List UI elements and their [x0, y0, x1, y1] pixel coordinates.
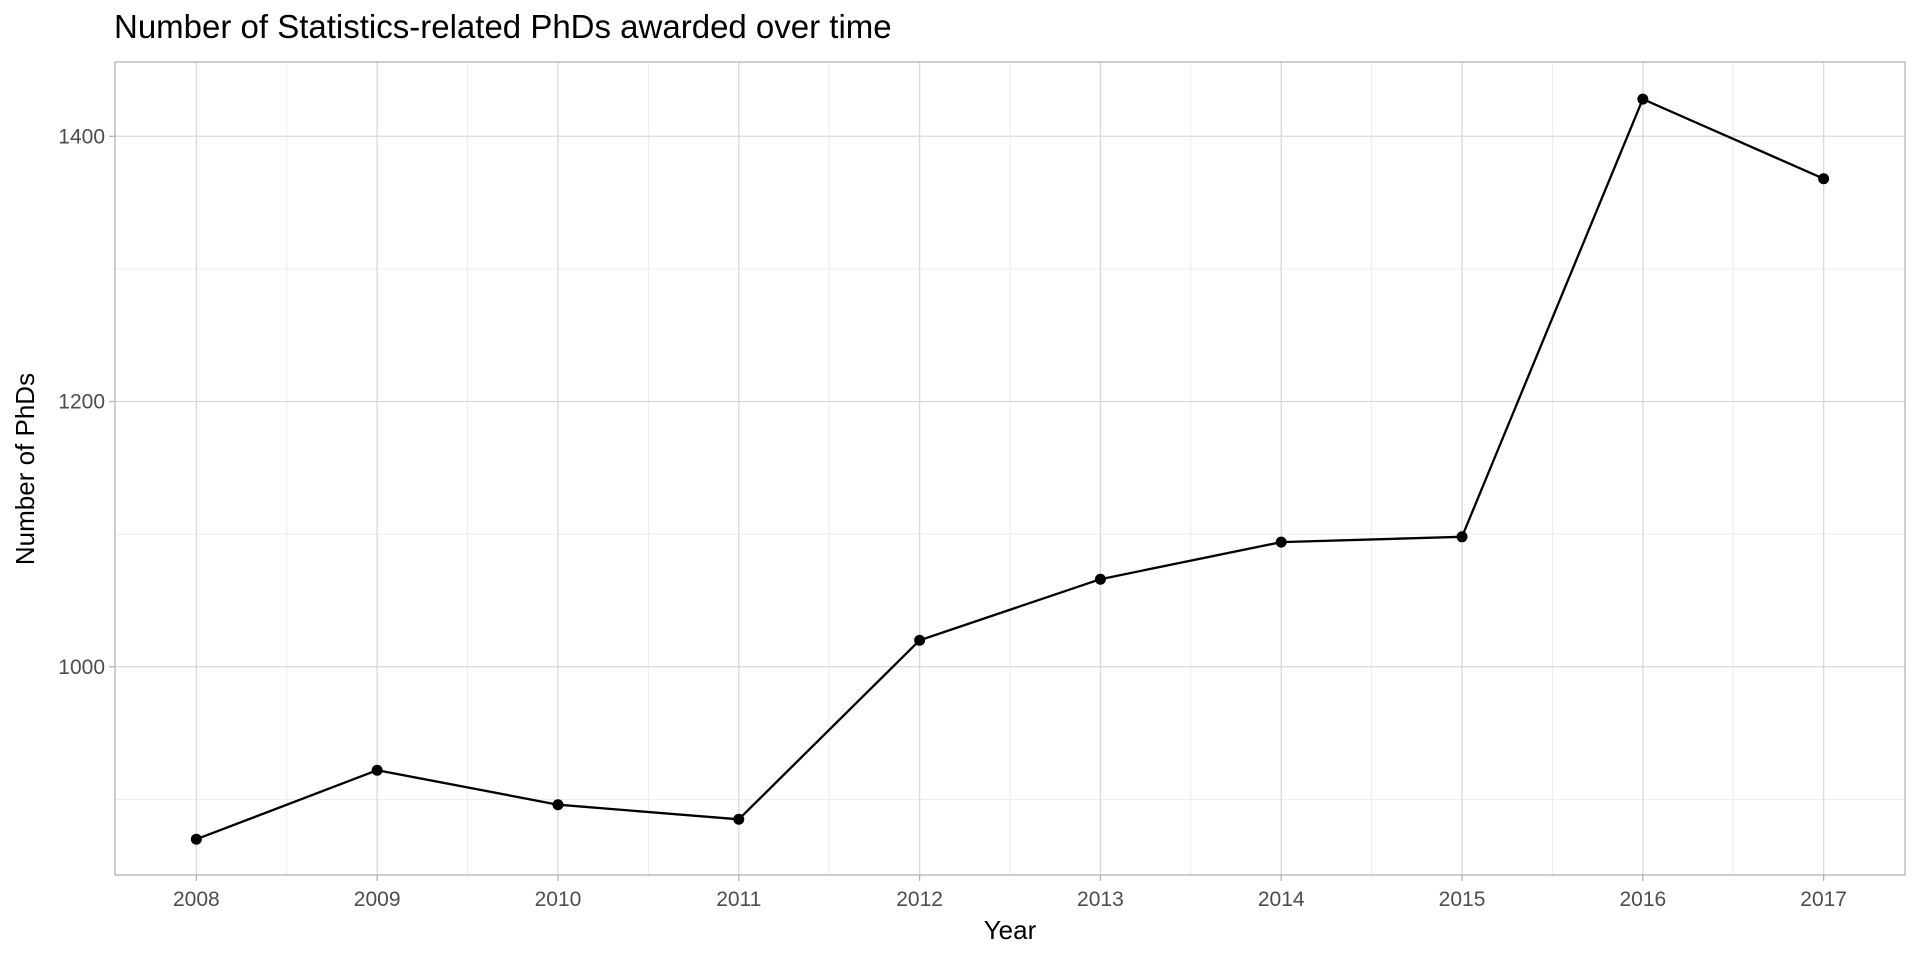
data-point: [1456, 531, 1468, 543]
x-tick-label: 2014: [1258, 888, 1305, 911]
data-point: [1094, 573, 1106, 585]
data-point: [1637, 93, 1649, 105]
x-axis-title: Year: [984, 915, 1037, 945]
y-tick-label: 1000: [58, 656, 105, 679]
y-tick-label: 1200: [58, 391, 105, 414]
major-gridlines: [115, 62, 1905, 875]
data-point: [190, 833, 202, 845]
data-point: [1818, 173, 1830, 185]
x-tick-label: 2008: [173, 888, 220, 911]
chart-title: Number of Statistics-related PhDs awarde…: [114, 8, 892, 45]
series-line: [195, 97, 1825, 841]
y-tick-label: 1400: [58, 125, 105, 148]
x-tick-label: 2017: [1800, 888, 1847, 911]
data-point: [1275, 536, 1287, 548]
x-tick-label: 2011: [716, 888, 761, 911]
series-layer: [190, 93, 1830, 845]
minor-gridlines: [115, 62, 1905, 875]
x-tick-label: 2009: [354, 888, 401, 911]
x-tick-label: 2016: [1619, 888, 1666, 911]
plot-panel-border: [114, 61, 1906, 876]
y-axis-title: Number of PhDs: [10, 373, 40, 565]
x-tick-label: 2013: [1077, 888, 1124, 911]
data-point: [552, 799, 564, 811]
x-tick-label: 2015: [1439, 888, 1486, 911]
data-point: [371, 764, 383, 776]
x-tick-label: 2012: [896, 888, 943, 911]
data-point: [733, 813, 745, 825]
data-point: [914, 634, 926, 646]
x-axis-ticks: 2008 2009 2010 2011 2012 2013 2014 2015 2016 2017: [173, 875, 1847, 911]
y-axis-ticks: 1000 1200 1400: [58, 125, 115, 679]
x-tick-label: 2010: [535, 888, 582, 911]
